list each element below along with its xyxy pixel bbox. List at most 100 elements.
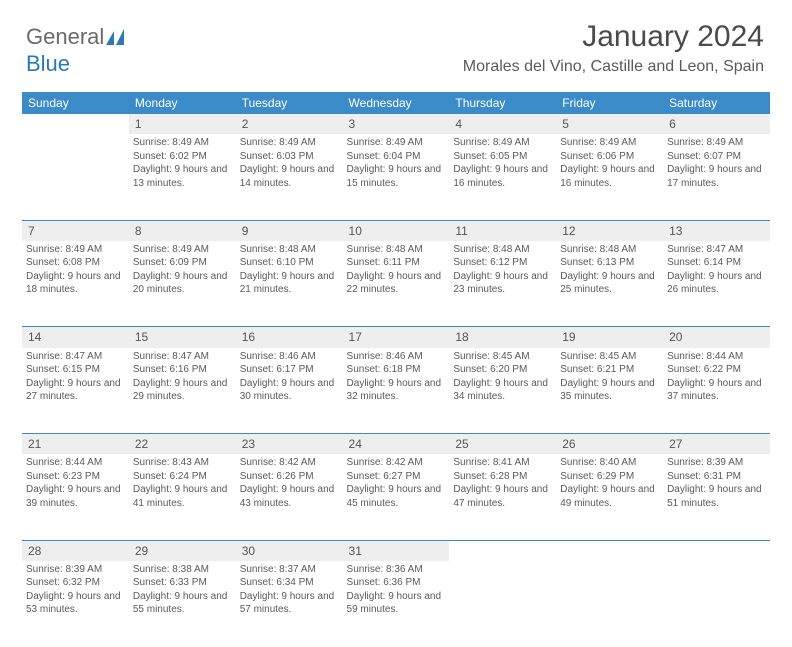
sunrise-line: Sunrise: 8:36 AM xyxy=(347,564,423,575)
day-number-28: 28 xyxy=(22,540,129,561)
sunrise-line: Sunrise: 8:48 AM xyxy=(560,244,636,255)
sunset-line: Sunset: 6:11 PM xyxy=(347,257,420,268)
daylight-line: Daylight: 9 hours and 21 minutes. xyxy=(240,271,335,296)
empty-cell xyxy=(663,540,770,561)
day-details-7: Sunrise: 8:49 AMSunset: 6:08 PMDaylight:… xyxy=(22,241,129,327)
daylight-line: Daylight: 9 hours and 39 minutes. xyxy=(26,484,121,509)
daylight-line: Daylight: 9 hours and 37 minutes. xyxy=(667,378,762,403)
sunrise-line: Sunrise: 8:39 AM xyxy=(667,457,743,468)
sunset-line: Sunset: 6:27 PM xyxy=(347,471,421,482)
daynum-row: 78910111213 xyxy=(22,220,770,241)
day-number-31: 31 xyxy=(343,540,450,561)
sunset-line: Sunset: 6:02 PM xyxy=(133,151,207,162)
sunrise-line: Sunrise: 8:46 AM xyxy=(240,351,316,362)
sunrise-line: Sunrise: 8:44 AM xyxy=(26,457,102,468)
day-details-20: Sunrise: 8:44 AMSunset: 6:22 PMDaylight:… xyxy=(663,348,770,434)
sunset-line: Sunset: 6:05 PM xyxy=(453,151,527,162)
day-details-15: Sunrise: 8:47 AMSunset: 6:16 PMDaylight:… xyxy=(129,348,236,434)
day-details-31: Sunrise: 8:36 AMSunset: 6:36 PMDaylight:… xyxy=(343,561,450,647)
sunset-line: Sunset: 6:17 PM xyxy=(240,364,314,375)
day-number-23: 23 xyxy=(236,434,343,455)
daylight-line: Daylight: 9 hours and 32 minutes. xyxy=(347,378,442,403)
day-details-1: Sunrise: 8:49 AMSunset: 6:02 PMDaylight:… xyxy=(129,134,236,220)
logo-text-1: General xyxy=(26,24,104,49)
empty-cell xyxy=(22,114,129,134)
day-details-29: Sunrise: 8:38 AMSunset: 6:33 PMDaylight:… xyxy=(129,561,236,647)
daylight-line: Daylight: 9 hours and 23 minutes. xyxy=(453,271,548,296)
sunset-line: Sunset: 6:16 PM xyxy=(133,364,207,375)
day-number-10: 10 xyxy=(343,220,450,241)
sunset-line: Sunset: 6:04 PM xyxy=(347,151,421,162)
calendar-table: SundayMondayTuesdayWednesdayThursdayFrid… xyxy=(22,92,770,647)
sunset-line: Sunset: 6:14 PM xyxy=(667,257,741,268)
sunrise-line: Sunrise: 8:49 AM xyxy=(347,137,423,148)
daylight-line: Daylight: 9 hours and 25 minutes. xyxy=(560,271,655,296)
day-number-8: 8 xyxy=(129,220,236,241)
day-number-9: 9 xyxy=(236,220,343,241)
day-number-11: 11 xyxy=(449,220,556,241)
sunset-line: Sunset: 6:24 PM xyxy=(133,471,207,482)
sunrise-line: Sunrise: 8:49 AM xyxy=(560,137,636,148)
day-details-2: Sunrise: 8:49 AMSunset: 6:03 PMDaylight:… xyxy=(236,134,343,220)
day-number-30: 30 xyxy=(236,540,343,561)
day-details-21: Sunrise: 8:44 AMSunset: 6:23 PMDaylight:… xyxy=(22,454,129,540)
daylight-line: Daylight: 9 hours and 49 minutes. xyxy=(560,484,655,509)
sunrise-line: Sunrise: 8:43 AM xyxy=(133,457,209,468)
detail-row: Sunrise: 8:49 AM Sunset: 6:02 PM Daylight:… xyxy=(22,134,770,220)
sunset-line: Sunset: 6:28 PM xyxy=(453,471,527,482)
day-number-14: 14 xyxy=(22,327,129,348)
logo-text-2: Blue xyxy=(26,51,70,76)
location-subtitle: Morales del Vino, Castille and Leon, Spa… xyxy=(463,58,764,76)
sunrise-line: Sunrise: 8:49 AM xyxy=(453,137,529,148)
daylight-line: Daylight: 9 hours and 45 minutes. xyxy=(347,484,442,509)
sunrise-line: Sunrise: 8:42 AM xyxy=(347,457,423,468)
day-details-4: Sunrise: 8:49 AMSunset: 6:05 PMDaylight:… xyxy=(449,134,556,220)
day-details-22: Sunrise: 8:43 AMSunset: 6:24 PMDaylight:… xyxy=(129,454,236,540)
sunset-line: Sunset: 6:26 PM xyxy=(240,471,314,482)
sunset-line: Sunset: 6:13 PM xyxy=(560,257,634,268)
weekday-wednesday: Wednesday xyxy=(343,92,450,114)
sunrise-line: Sunrise: 8:49 AM xyxy=(26,244,102,255)
daylight-line: Daylight: 9 hours and 15 minutes. xyxy=(347,164,442,189)
sunrise-line: Sunrise: 8:39 AM xyxy=(26,564,102,575)
day-details-10: Sunrise: 8:48 AMSunset: 6:11 PMDaylight:… xyxy=(343,241,450,327)
day-details-5: Sunrise: 8:49 AMSunset: 6:06 PMDaylight:… xyxy=(556,134,663,220)
sunrise-line: Sunrise: 8:42 AM xyxy=(240,457,316,468)
sunrise-line: Sunrise: 8:45 AM xyxy=(560,351,636,362)
day-details-26: Sunrise: 8:40 AMSunset: 6:29 PMDaylight:… xyxy=(556,454,663,540)
detail-row: Sunrise: 8:39 AMSunset: 6:32 PMDaylight:… xyxy=(22,561,770,647)
sunset-line: Sunset: 6:36 PM xyxy=(347,577,421,588)
day-details-13: Sunrise: 8:47 AMSunset: 6:14 PMDaylight:… xyxy=(663,241,770,327)
day-number-7: 7 xyxy=(22,220,129,241)
sunset-line: Sunset: 6:12 PM xyxy=(453,257,527,268)
daynum-row: 21222324252627 xyxy=(22,434,770,455)
sunrise-line: Sunrise: 8:49 AM xyxy=(240,137,316,148)
weekday-monday: Monday xyxy=(129,92,236,114)
month-title: January 2024 xyxy=(463,20,764,54)
day-number-13: 13 xyxy=(663,220,770,241)
sunset-line: Sunset: 6:08 PM xyxy=(26,257,100,268)
sunset-line: Sunset: 6:07 PM xyxy=(667,151,741,162)
detail-row: Sunrise: 8:47 AMSunset: 6:15 PMDaylight:… xyxy=(22,348,770,434)
sunrise-line: Sunrise: 8:38 AM xyxy=(133,564,209,575)
sunrise-line: Sunrise: 8:40 AM xyxy=(560,457,636,468)
weekday-thursday: Thursday xyxy=(449,92,556,114)
sunrise-line: Sunrise: 8:45 AM xyxy=(453,351,529,362)
weekday-tuesday: Tuesday xyxy=(236,92,343,114)
day-number-4: 4 xyxy=(449,114,556,134)
day-details-11: Sunrise: 8:48 AM Sunset: 6:12 PM Daylight:… xyxy=(449,241,556,327)
sunrise-line: Sunrise: 8:49 AM xyxy=(133,137,209,148)
daylight-line: Daylight: 9 hours and 27 minutes. xyxy=(26,378,121,403)
day-number-12: 12 xyxy=(556,220,663,241)
daylight-line: Daylight: 9 hours and 47 minutes. xyxy=(453,484,548,509)
day-number-1: 1 xyxy=(129,114,236,134)
day-details-25: Sunrise: 8:41 AMSunset: 6:28 PMDaylight:… xyxy=(449,454,556,540)
day-number-20: 20 xyxy=(663,327,770,348)
daylight-line: Daylight: 9 hours and 34 minutes. xyxy=(453,378,548,403)
day-details-18: Sunrise: 8:45 AMSunset: 6:20 PMDaylight:… xyxy=(449,348,556,434)
sunrise-line: Sunrise: 8:48 AM xyxy=(453,244,529,255)
sunset-line: Sunset: 6:31 PM xyxy=(667,471,741,482)
detail-row: Sunrise: 8:44 AMSunset: 6:23 PMDaylight:… xyxy=(22,454,770,540)
daylight-line: Daylight: 9 hours and 26 minutes. xyxy=(667,271,762,296)
empty-cell xyxy=(22,134,129,220)
